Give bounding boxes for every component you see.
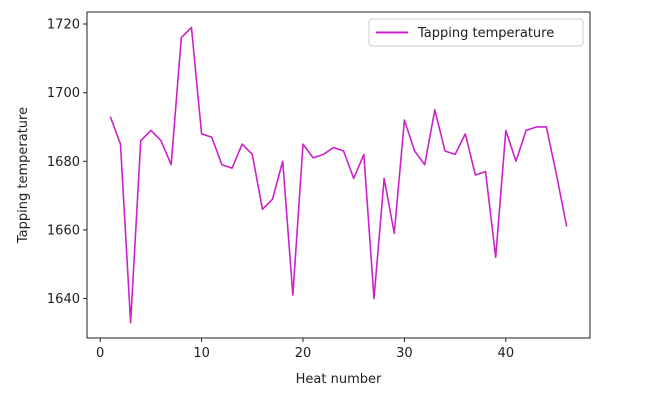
y-tick-label: 1640 (47, 292, 80, 307)
y-tick-label: 1660 (47, 223, 80, 238)
series-line-0 (109, 26, 568, 324)
y-tick-label: 1720 (47, 18, 80, 33)
legend-box (368, 18, 584, 47)
legend: Tapping temperature (368, 18, 584, 47)
x-tick-label: 40 (498, 346, 515, 361)
x-tick-label: 0 (96, 346, 104, 361)
x-tick-label: 30 (396, 346, 413, 361)
x-tick-label: 20 (295, 346, 312, 361)
y-tick-label: 1700 (47, 86, 80, 101)
plot-area: 0 10 20 30 40 1640 1660 1680 1700 1720 (47, 11, 591, 361)
y-tick-label: 1680 (47, 155, 80, 170)
x-axis-label: Heat number (296, 372, 382, 387)
axes-frame (86, 11, 591, 339)
y-axis-label: Tapping temperature (16, 107, 31, 244)
legend-entry: Tapping temperature (417, 26, 554, 41)
x-tick-label: 10 (193, 346, 210, 361)
